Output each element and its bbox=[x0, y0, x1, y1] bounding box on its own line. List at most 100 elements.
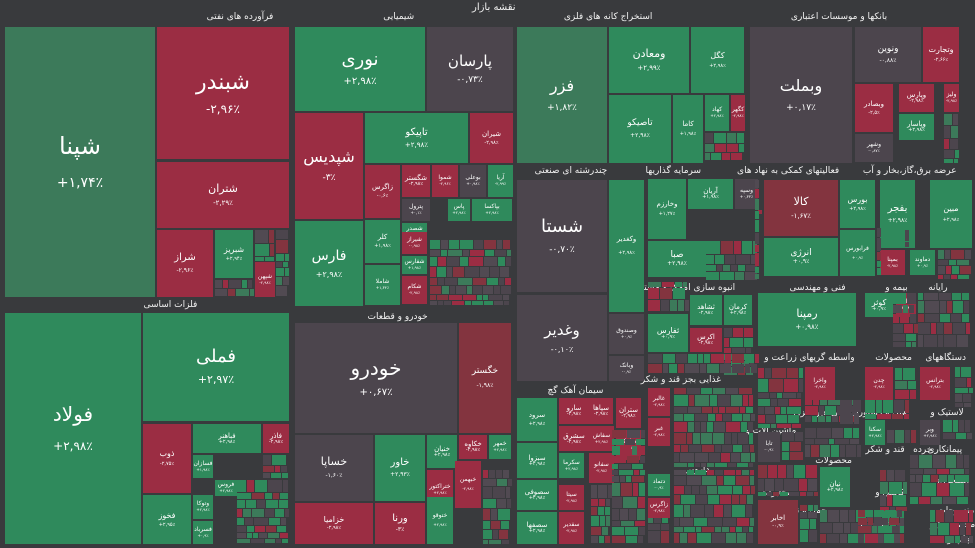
mini-tile[interactable] bbox=[228, 289, 235, 296]
mini-tile[interactable] bbox=[905, 430, 910, 443]
mini-tile[interactable] bbox=[612, 456, 626, 463]
mini-tile[interactable] bbox=[749, 463, 753, 467]
mini-tile[interactable] bbox=[621, 521, 634, 526]
ticker-tile[interactable]: پارسان -۰,۷۳٪ bbox=[427, 27, 513, 111]
ticker-tile[interactable]: نیان +۲,۹۸٪ bbox=[820, 467, 850, 507]
mini-tile[interactable] bbox=[638, 497, 645, 508]
mini-tile[interactable] bbox=[795, 432, 803, 441]
mini-tile[interactable] bbox=[497, 499, 506, 508]
mini-tile[interactable] bbox=[265, 257, 274, 261]
mini-tile[interactable] bbox=[840, 413, 853, 424]
mini-tile[interactable] bbox=[732, 414, 742, 421]
mini-tile[interactable] bbox=[907, 293, 916, 304]
mini-tile[interactable] bbox=[619, 470, 633, 475]
mini-tile[interactable] bbox=[490, 267, 499, 277]
mini-tile[interactable] bbox=[733, 328, 743, 337]
mini-tile[interactable] bbox=[480, 267, 489, 277]
mini-tile[interactable] bbox=[680, 533, 687, 543]
mini-tile[interactable] bbox=[600, 516, 605, 526]
ticker-tile[interactable]: وتوکا +۲,۹۸٪ bbox=[193, 495, 213, 519]
mini-tile[interactable] bbox=[276, 286, 287, 296]
mini-tile[interactable] bbox=[608, 485, 612, 498]
mini-tile[interactable] bbox=[276, 254, 284, 261]
mini-tile[interactable] bbox=[868, 518, 873, 525]
mini-tile[interactable] bbox=[751, 364, 757, 373]
ticker-tile[interactable]: بوعلی +۰,۹۸٪ bbox=[460, 165, 486, 197]
mini-tile[interactable] bbox=[776, 415, 787, 423]
mini-tile[interactable] bbox=[727, 144, 738, 152]
mini-tile[interactable] bbox=[732, 495, 739, 504]
mini-tile[interactable] bbox=[880, 482, 888, 494]
mini-tile[interactable] bbox=[591, 499, 598, 506]
mini-tile[interactable] bbox=[623, 497, 637, 508]
ticker-tile[interactable]: شفارس +۱,۹۸٪ bbox=[402, 256, 427, 274]
mini-tile[interactable] bbox=[900, 518, 904, 525]
mini-tile[interactable] bbox=[911, 430, 916, 443]
mini-tile[interactable] bbox=[632, 464, 643, 469]
mini-tile[interactable] bbox=[755, 199, 759, 210]
mini-tile[interactable] bbox=[912, 342, 916, 347]
mini-tile[interactable] bbox=[893, 342, 905, 347]
mini-tile[interactable] bbox=[702, 445, 714, 452]
mini-tile[interactable] bbox=[698, 354, 703, 363]
mini-tile[interactable] bbox=[275, 466, 280, 472]
mini-tile[interactable] bbox=[960, 523, 965, 535]
mini-tile[interactable] bbox=[910, 314, 916, 323]
mini-tile[interactable] bbox=[663, 364, 668, 373]
mini-tile[interactable] bbox=[680, 518, 693, 526]
mini-tile[interactable] bbox=[626, 476, 631, 482]
mini-tile[interactable] bbox=[755, 220, 759, 232]
mini-tile[interactable] bbox=[280, 533, 288, 538]
mini-tile[interactable] bbox=[775, 407, 780, 414]
mini-tile[interactable] bbox=[740, 407, 745, 413]
mini-tile[interactable] bbox=[877, 228, 881, 237]
mini-tile[interactable] bbox=[430, 240, 440, 249]
mini-tile[interactable] bbox=[739, 388, 752, 394]
mini-tile[interactable] bbox=[805, 400, 812, 405]
mini-tile[interactable] bbox=[963, 394, 971, 402]
mini-tile[interactable] bbox=[923, 475, 930, 482]
mini-tile[interactable] bbox=[675, 282, 682, 287]
mini-tile[interactable] bbox=[826, 416, 831, 422]
mini-tile[interactable] bbox=[442, 286, 449, 294]
mini-tile[interactable] bbox=[743, 527, 748, 532]
mini-tile[interactable] bbox=[903, 482, 907, 494]
ticker-tile[interactable]: اکرس -۲,۹۸٪ bbox=[690, 328, 722, 352]
mini-tile[interactable] bbox=[758, 379, 768, 392]
ticker-tile[interactable]: کلر +۱,۹۸٪ bbox=[365, 220, 400, 263]
mini-tile[interactable] bbox=[727, 133, 736, 143]
mini-tile[interactable] bbox=[936, 510, 944, 522]
mini-tile[interactable] bbox=[777, 424, 791, 428]
mini-tile[interactable] bbox=[702, 476, 716, 485]
ticker-tile[interactable]: فولاد +۲,۹۸٪ bbox=[5, 313, 141, 544]
mini-tile[interactable] bbox=[953, 323, 965, 334]
mini-tile[interactable] bbox=[746, 348, 751, 353]
mini-tile[interactable] bbox=[285, 509, 289, 517]
mini-tile[interactable] bbox=[734, 241, 741, 254]
mini-tile[interactable] bbox=[269, 230, 274, 243]
mini-tile[interactable] bbox=[812, 416, 817, 422]
mini-tile[interactable] bbox=[885, 510, 896, 517]
mini-tile[interactable] bbox=[954, 510, 968, 522]
mini-tile[interactable] bbox=[781, 407, 786, 414]
mini-tile[interactable] bbox=[632, 446, 637, 455]
mini-tile[interactable] bbox=[825, 406, 836, 415]
ticker-tile[interactable]: وکغدیر +۲,۹۸٪ bbox=[609, 180, 644, 312]
mini-tile[interactable] bbox=[701, 388, 712, 394]
mini-tile[interactable] bbox=[840, 534, 847, 543]
mini-tile[interactable] bbox=[707, 422, 713, 432]
mini-tile[interactable] bbox=[758, 492, 766, 496]
mini-tile[interactable] bbox=[742, 361, 749, 366]
mini-tile[interactable] bbox=[805, 416, 811, 422]
mini-tile[interactable] bbox=[732, 354, 744, 363]
mini-tile[interactable] bbox=[789, 399, 801, 406]
mini-tile[interactable] bbox=[717, 476, 723, 485]
mini-tile[interactable] bbox=[740, 495, 746, 504]
mini-tile[interactable] bbox=[674, 463, 687, 467]
mini-tile[interactable] bbox=[755, 180, 759, 188]
mini-tile[interactable] bbox=[854, 413, 859, 424]
mini-tile[interactable] bbox=[706, 272, 719, 280]
mini-tile[interactable] bbox=[909, 305, 914, 313]
ticker-tile[interactable]: ثشاهد -۲,۹۸٪ bbox=[690, 295, 722, 325]
mini-tile[interactable] bbox=[648, 524, 660, 530]
